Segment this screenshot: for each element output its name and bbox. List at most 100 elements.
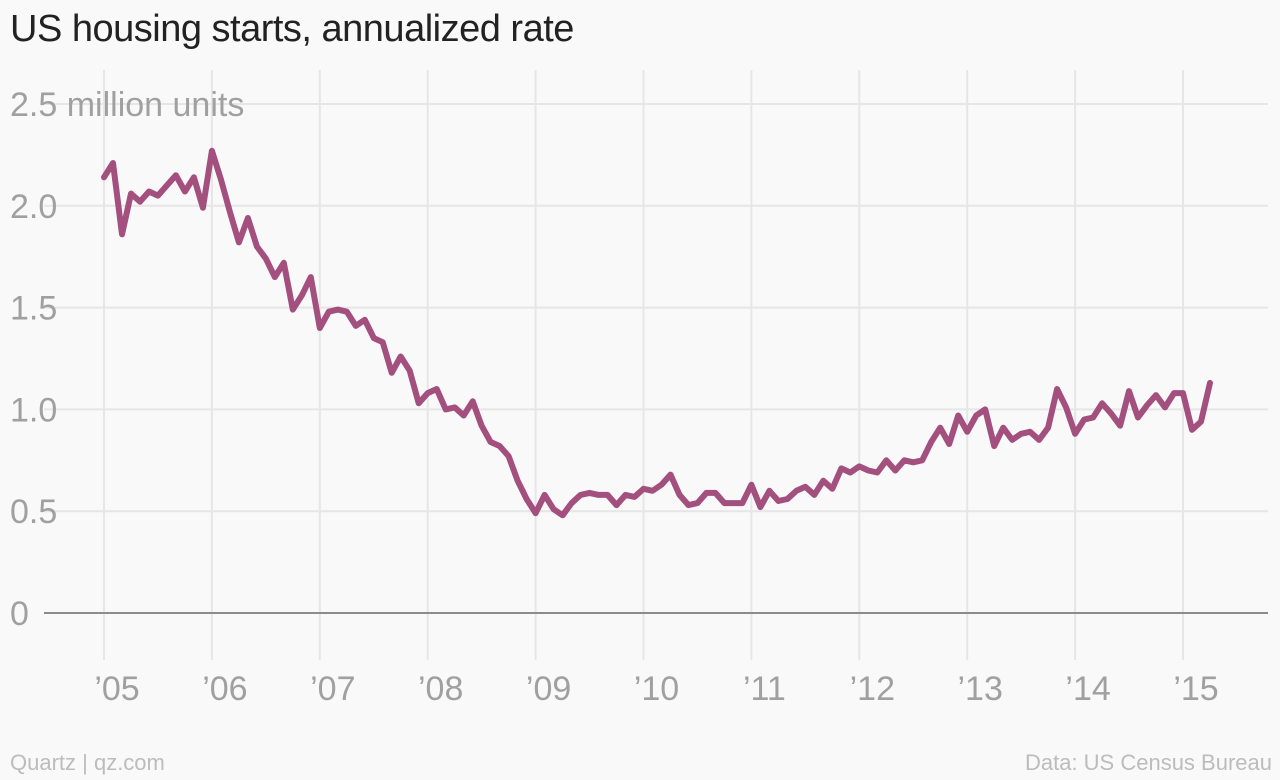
data-point: [562, 515, 563, 516]
y-tick-label: 1.0: [10, 391, 57, 429]
data-point: [301, 295, 302, 296]
data-point: [157, 195, 158, 196]
data-point: [166, 185, 167, 186]
data-point: [652, 490, 653, 491]
data-point: [274, 277, 275, 278]
data-point: [895, 470, 896, 471]
y-tick-label: 2.5 million units: [10, 86, 244, 124]
data-point: [175, 175, 176, 176]
series-line: [101, 147, 1213, 519]
data-point: [553, 509, 554, 510]
data-point: [238, 242, 239, 243]
data-point: [220, 179, 221, 180]
data-point: [1120, 425, 1121, 426]
data-point: [247, 218, 248, 219]
data-point: [697, 503, 698, 504]
data-point: [967, 431, 968, 432]
grid-lines: [44, 70, 1268, 660]
data-point: [796, 490, 797, 491]
data-point: [149, 191, 150, 192]
data-point: [355, 325, 356, 326]
data-point: [1156, 395, 1157, 396]
data-point: [823, 480, 824, 481]
data-point: [670, 474, 671, 475]
x-tick-label: ’09: [526, 670, 571, 708]
data-point: [131, 193, 132, 194]
data-point: [1111, 413, 1112, 414]
data-point: [1066, 407, 1067, 408]
x-tick-label: ’07: [310, 670, 355, 708]
data-point: [1039, 439, 1040, 440]
data-point: [283, 262, 284, 263]
data-point: [499, 446, 500, 447]
data-point: [454, 407, 455, 408]
x-tick-label: ’06: [202, 670, 247, 708]
data-point: [580, 494, 581, 495]
data-point: [634, 496, 635, 497]
y-tick-label: 2.0: [10, 188, 57, 226]
data-point: [1012, 439, 1013, 440]
footer-credit[interactable]: Quartz | qz.com: [10, 750, 165, 775]
data-point: [1165, 407, 1166, 408]
data-point: [949, 444, 950, 445]
data-point: [1129, 391, 1130, 392]
data-point: [814, 494, 815, 495]
data-point: [481, 425, 482, 426]
data-point: [364, 319, 365, 320]
data-point: [1048, 427, 1049, 428]
data-point: [922, 460, 923, 461]
footer-source: Data: US Census Bureau: [1024, 750, 1272, 775]
x-tick-label: ’08: [418, 670, 463, 708]
series-layer: [101, 147, 1213, 519]
x-tick-label: ’11: [743, 670, 786, 708]
data-point: [1192, 429, 1193, 430]
data-point: [760, 507, 761, 508]
data-point: [229, 211, 230, 212]
data-point: [643, 488, 644, 489]
data-point: [886, 460, 887, 461]
data-point: [1075, 433, 1076, 434]
data-point: [211, 150, 212, 151]
data-point: [337, 309, 338, 310]
data-point: [850, 472, 851, 473]
data-point: [913, 462, 914, 463]
data-point: [113, 163, 114, 164]
data-point: [310, 277, 311, 278]
data-point: [104, 177, 105, 178]
data-point: [859, 466, 860, 467]
data-point: [436, 389, 437, 390]
data-point: [616, 505, 617, 506]
axis-ticks: 0 0.5 1.0 1.5 2.0 2.5 million units ’05 ’06 ’07 ’…: [10, 86, 1219, 708]
data-point: [724, 503, 725, 504]
x-tick-label: ’10: [634, 670, 679, 708]
data-point: [526, 499, 527, 500]
data-point: [1030, 431, 1031, 432]
data-point: [427, 393, 428, 394]
data-point: [877, 472, 878, 473]
data-point: [751, 484, 752, 485]
x-tick-label: ’14: [1065, 670, 1110, 708]
data-point: [1147, 405, 1148, 406]
data-point: [373, 338, 374, 339]
data-point: [868, 470, 869, 471]
y-tick-label: 0.5: [10, 493, 57, 531]
data-point: [202, 207, 203, 208]
x-tick-label: ’13: [958, 670, 1003, 708]
data-point: [535, 513, 536, 514]
data-point: [661, 484, 662, 485]
data-point: [328, 311, 329, 312]
data-point: [805, 486, 806, 487]
data-point: [1057, 389, 1058, 390]
data-point: [409, 370, 410, 371]
data-point: [544, 494, 545, 495]
data-point: [940, 427, 941, 428]
data-point: [1201, 421, 1202, 422]
data-point: [733, 503, 734, 504]
data-point: [589, 492, 590, 493]
data-point: [122, 234, 123, 235]
y-tick-label: 1.5: [10, 290, 57, 328]
data-point: [904, 460, 905, 461]
data-point: [931, 442, 932, 443]
data-point: [319, 328, 320, 329]
data-point: [418, 403, 419, 404]
